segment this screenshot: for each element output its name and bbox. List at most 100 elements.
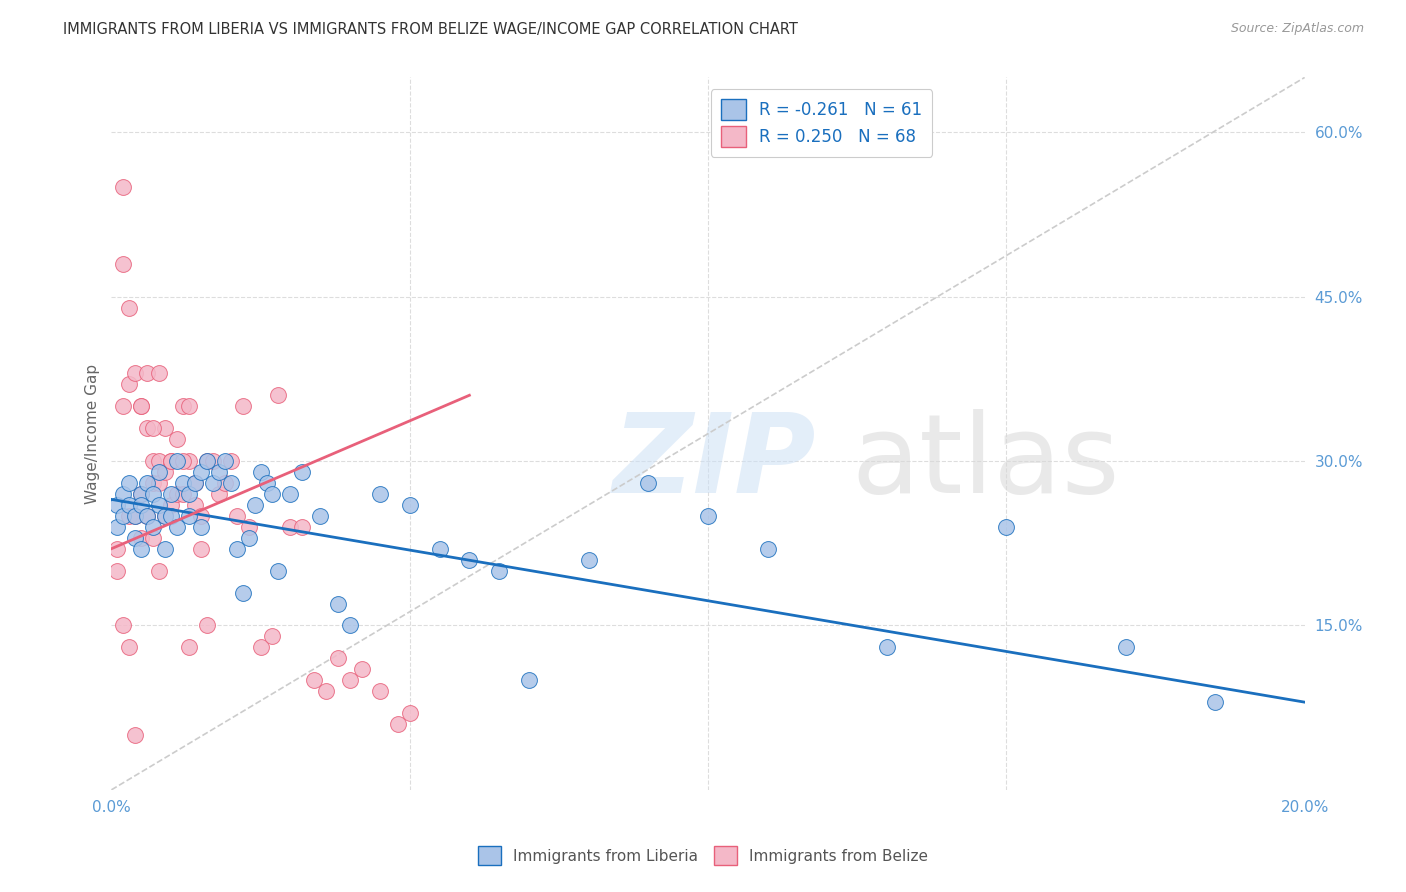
Point <box>267 388 290 402</box>
Point <box>118 508 141 523</box>
Point <box>148 367 170 381</box>
Point <box>243 498 266 512</box>
Point <box>350 662 373 676</box>
Point <box>124 367 146 381</box>
Point <box>172 399 194 413</box>
Point <box>238 520 260 534</box>
Point <box>177 487 200 501</box>
Point <box>309 508 332 523</box>
Point <box>124 531 146 545</box>
Point <box>578 552 600 566</box>
Point <box>160 498 183 512</box>
Point <box>1204 695 1226 709</box>
Point <box>172 454 194 468</box>
Point <box>458 552 481 566</box>
Point <box>142 487 165 501</box>
Point <box>129 531 152 545</box>
Point <box>112 399 135 413</box>
Point <box>148 564 170 578</box>
Point <box>262 629 284 643</box>
Point <box>208 465 231 479</box>
Point <box>637 475 659 490</box>
Legend: Immigrants from Liberia, Immigrants from Belize: Immigrants from Liberia, Immigrants from… <box>472 840 934 871</box>
Point <box>756 541 779 556</box>
Point <box>160 454 183 468</box>
Point <box>190 541 212 556</box>
Point <box>429 541 451 556</box>
Point <box>190 465 212 479</box>
Point <box>208 487 231 501</box>
Point <box>219 475 242 490</box>
Point <box>232 399 254 413</box>
Point <box>166 432 188 446</box>
Point <box>129 487 152 501</box>
Point <box>129 498 152 512</box>
Point <box>124 508 146 523</box>
Legend: R = -0.261   N = 61, R = 0.250   N = 68: R = -0.261 N = 61, R = 0.250 N = 68 <box>711 89 932 157</box>
Point <box>339 673 361 688</box>
Point <box>142 454 165 468</box>
Point <box>166 520 188 534</box>
Point <box>995 520 1018 534</box>
Point <box>291 520 314 534</box>
Point <box>153 465 176 479</box>
Point <box>190 508 212 523</box>
Point <box>195 454 218 468</box>
Point <box>136 475 159 490</box>
Point <box>105 520 128 534</box>
Point <box>190 520 212 534</box>
Point <box>160 487 183 501</box>
Point <box>129 487 152 501</box>
Point <box>142 421 165 435</box>
Point <box>148 454 170 468</box>
Point <box>129 399 152 413</box>
Point <box>280 487 302 501</box>
Point <box>201 475 224 490</box>
Point <box>326 597 349 611</box>
Point <box>136 508 159 523</box>
Point <box>153 508 176 523</box>
Point <box>172 475 194 490</box>
Point <box>177 640 200 655</box>
Point <box>697 508 720 523</box>
Y-axis label: Wage/Income Gap: Wage/Income Gap <box>86 364 100 504</box>
Point <box>326 651 349 665</box>
Point <box>142 475 165 490</box>
Point <box>368 487 391 501</box>
Point <box>160 508 183 523</box>
Point <box>184 475 207 490</box>
Point <box>124 728 146 742</box>
Point <box>118 475 141 490</box>
Text: IMMIGRANTS FROM LIBERIA VS IMMIGRANTS FROM BELIZE WAGE/INCOME GAP CORRELATION CH: IMMIGRANTS FROM LIBERIA VS IMMIGRANTS FR… <box>63 22 799 37</box>
Point <box>112 180 135 194</box>
Point <box>184 475 207 490</box>
Point <box>136 367 159 381</box>
Point <box>142 531 165 545</box>
Point <box>153 421 176 435</box>
Point <box>398 706 420 720</box>
Point <box>166 487 188 501</box>
Point <box>105 498 128 512</box>
Point <box>232 585 254 599</box>
Point <box>214 454 236 468</box>
Point <box>112 487 135 501</box>
Point <box>148 475 170 490</box>
Point <box>256 475 278 490</box>
Point <box>124 508 146 523</box>
Point <box>249 640 271 655</box>
Point <box>112 257 135 271</box>
Point <box>177 454 200 468</box>
Point <box>517 673 540 688</box>
Point <box>129 399 152 413</box>
Text: atlas: atlas <box>851 409 1119 516</box>
Point <box>136 508 159 523</box>
Point <box>153 541 176 556</box>
Point <box>118 640 141 655</box>
Point <box>172 487 194 501</box>
Point <box>160 454 183 468</box>
Point <box>262 487 284 501</box>
Point <box>148 498 170 512</box>
Point <box>876 640 898 655</box>
Point <box>304 673 326 688</box>
Point <box>219 454 242 468</box>
